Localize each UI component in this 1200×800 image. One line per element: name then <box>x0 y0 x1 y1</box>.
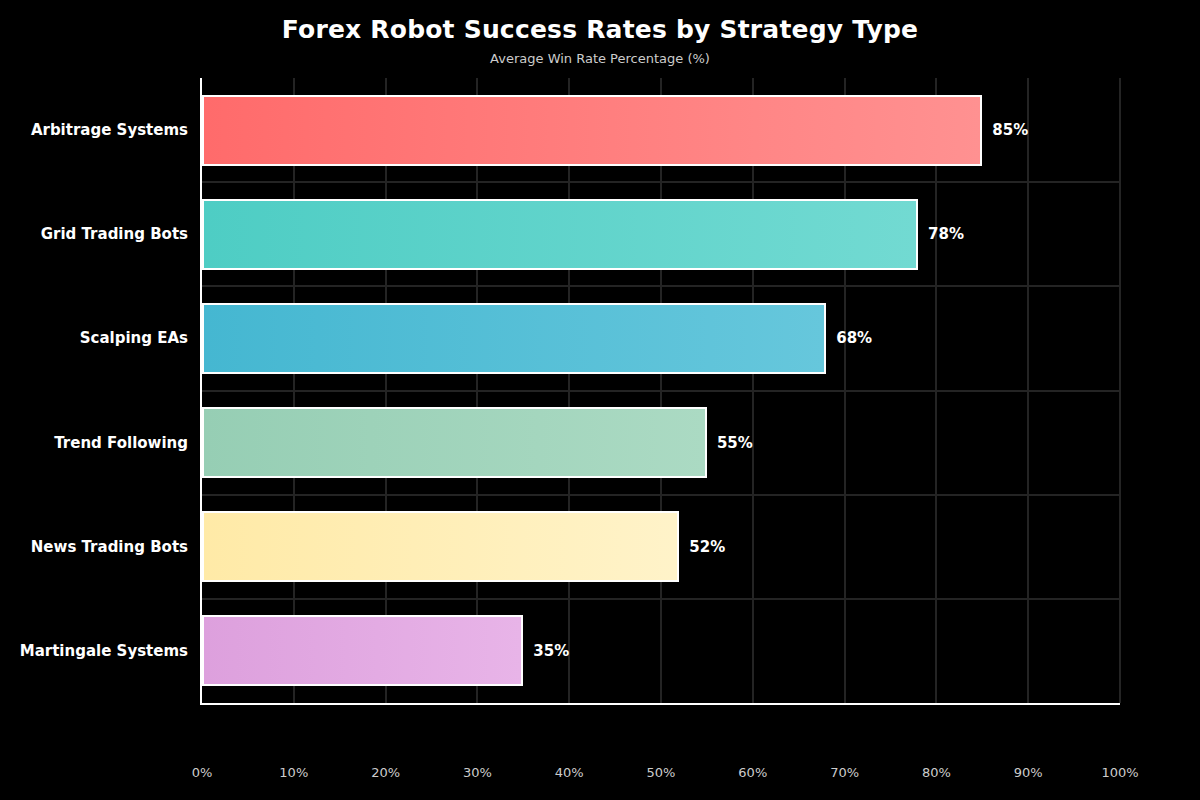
bar-row: News Trading Bots 52% <box>202 495 1120 599</box>
bar-row: Martingale Systems 35% <box>202 599 1120 703</box>
bar <box>202 615 523 686</box>
bar-value-label: 68% <box>836 329 872 347</box>
bar <box>202 199 918 270</box>
bar-value-label: 52% <box>689 538 725 556</box>
bar <box>202 511 679 582</box>
bar-row: Arbitrage Systems 85% <box>202 78 1120 182</box>
bar-row: Grid Trading Bots 78% <box>202 182 1120 286</box>
category-label: Scalping EAs <box>80 329 188 347</box>
bar-value-label: 78% <box>928 225 964 243</box>
chart-subtitle: Average Win Rate Percentage (%) <box>0 51 1200 66</box>
plot-area: Arbitrage Systems 85% Grid Trading Bots … <box>200 78 1120 705</box>
bar-row: Scalping EAs 68% <box>202 286 1120 390</box>
x-tick-label: 40% <box>555 765 584 780</box>
category-label: Martingale Systems <box>20 642 188 660</box>
category-label: Trend Following <box>54 434 188 452</box>
x-tick-label: 30% <box>463 765 492 780</box>
category-label: News Trading Bots <box>31 538 188 556</box>
x-tick-label: 80% <box>922 765 951 780</box>
chart-title: Forex Robot Success Rates by Strategy Ty… <box>0 15 1200 44</box>
bar-value-label: 55% <box>717 434 753 452</box>
x-tick-label: 60% <box>738 765 767 780</box>
chart: Forex Robot Success Rates by Strategy Ty… <box>0 0 1200 800</box>
bar-value-label: 35% <box>533 642 569 660</box>
category-label: Arbitrage Systems <box>31 121 188 139</box>
bar <box>202 407 707 478</box>
x-tick-label: 10% <box>279 765 308 780</box>
x-tick-label: 50% <box>647 765 676 780</box>
bar-row: Trend Following 55% <box>202 391 1120 495</box>
x-tick-label: 90% <box>1014 765 1043 780</box>
x-tick-label: 0% <box>192 765 213 780</box>
category-label: Grid Trading Bots <box>41 225 188 243</box>
x-tick-label: 20% <box>371 765 400 780</box>
bar <box>202 303 826 374</box>
bar-value-label: 85% <box>992 121 1028 139</box>
x-axis: 0%10%20%30%40%50%60%70%80%90%100% <box>202 765 1120 785</box>
x-tick-label: 70% <box>830 765 859 780</box>
bar <box>202 95 982 166</box>
x-tick-label: 100% <box>1101 765 1138 780</box>
